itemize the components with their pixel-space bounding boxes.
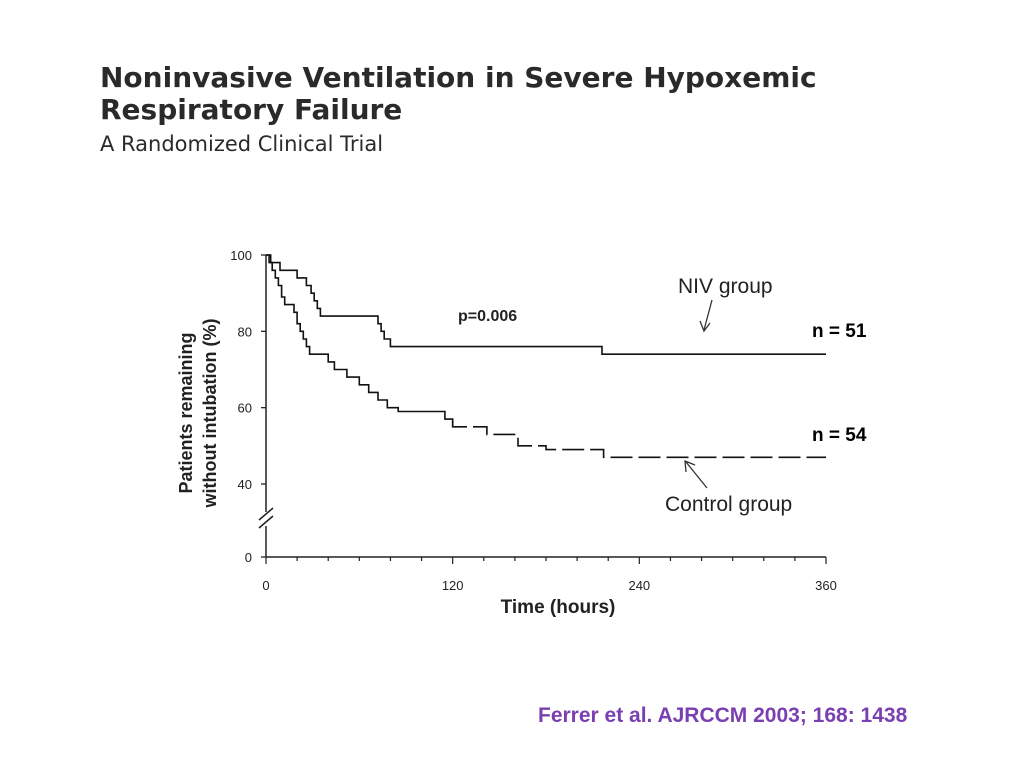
chart-labels: Patients remaining without intubation (%… [176, 275, 867, 618]
x-tick-label: 120 [442, 578, 464, 593]
control-group-label: Control group [665, 493, 792, 516]
slide-title-block: Noninvasive Ventilation in Severe Hypoxe… [100, 62, 817, 158]
slide-title-line-2: Respiratory Failure [100, 93, 403, 126]
chart-axes: 0 40 60 80 100 0 120 240 360 [230, 248, 837, 593]
y-tick-label: 0 [245, 550, 252, 565]
slide-subtitle: A Randomized Clinical Trial [100, 132, 384, 156]
y-axis-label-line-2: without intubation (%) [200, 319, 220, 509]
control-group-curve-dashed [451, 419, 826, 459]
citation-text: Ferrer et al. AJRCCM 2003; 168: 1438 [538, 704, 908, 727]
y-tick-label: 100 [230, 248, 252, 263]
p-value-annotation: p=0.006 [458, 308, 517, 325]
chart-series-layer [266, 254, 826, 459]
x-tick-label: 240 [628, 578, 650, 593]
y-tick-label: 60 [238, 401, 252, 416]
control-group-curve-solid [266, 254, 454, 427]
control-n-label: n = 54 [812, 425, 867, 446]
niv-arrow-icon [699, 299, 713, 333]
y-axis-label-line-1: Patients remaining [176, 332, 196, 493]
slide-title-line-1: Noninvasive Ventilation in Severe Hypoxe… [100, 61, 817, 94]
x-tick-label: 360 [815, 578, 837, 593]
niv-group-curve [266, 254, 826, 355]
y-tick-label: 40 [238, 477, 252, 492]
y-axis-break-mark [258, 507, 274, 521]
x-tick-label: 0 [262, 578, 269, 593]
niv-group-label: NIV group [678, 275, 773, 298]
y-axis-break-mark [258, 515, 274, 529]
x-axis-label: Time (hours) [501, 597, 616, 618]
control-arrow-icon [684, 460, 708, 489]
y-tick-label: 80 [238, 324, 252, 339]
niv-n-label: n = 51 [812, 321, 867, 342]
